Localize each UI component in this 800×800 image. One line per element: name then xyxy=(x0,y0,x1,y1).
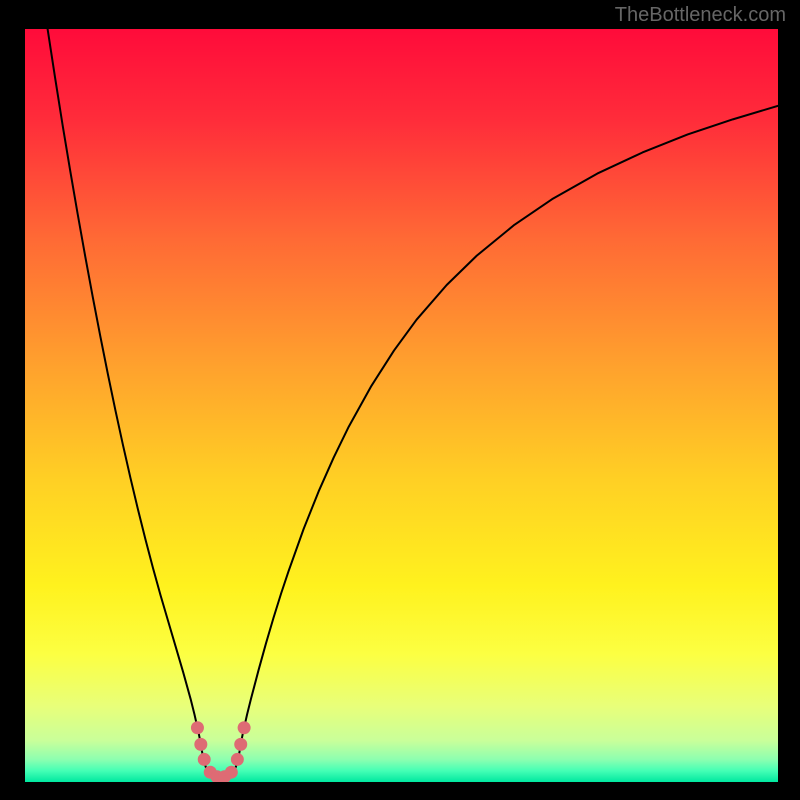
watermark-text: TheBottleneck.com xyxy=(615,4,786,27)
chart-svg xyxy=(25,29,778,782)
marker-point xyxy=(238,721,251,734)
marker-point xyxy=(194,738,207,751)
marker-point xyxy=(225,766,238,779)
marker-point xyxy=(198,753,211,766)
gradient-background xyxy=(25,29,778,782)
marker-point xyxy=(231,753,244,766)
marker-point xyxy=(191,721,204,734)
marker-point xyxy=(234,738,247,751)
chart-area xyxy=(25,29,778,782)
